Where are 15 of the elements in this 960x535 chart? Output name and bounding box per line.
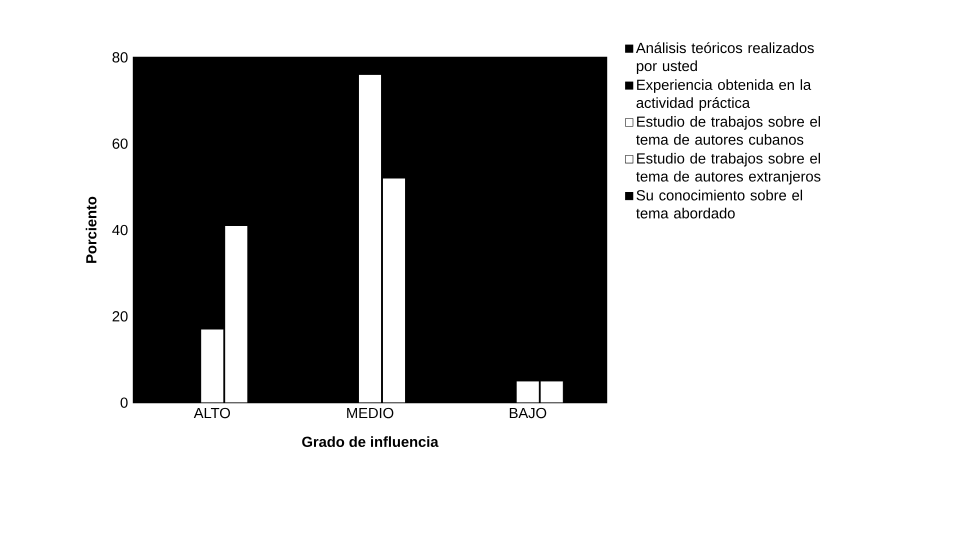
y-axis-title: Porciento (86, 196, 96, 263)
x-axis-title: Grado de influencia (302, 436, 439, 448)
y-tick-label: 40 (112, 224, 128, 236)
y-tick-label: 60 (112, 138, 128, 150)
y-tick-label: 0 (120, 398, 128, 408)
legend-label: Su conocimiento sobre el tema abordado (636, 190, 802, 219)
x-tick-label: ALTO (194, 408, 230, 418)
x-tick-label: MEDIO (347, 408, 394, 418)
legend-label: Estudio de trabajos sobre el tema de autores cubanos (636, 116, 820, 145)
legend-label: Estudio de trabajos sobre el tema de autores extranjeros (636, 153, 820, 185)
y-tick-label: 80 (112, 52, 128, 63)
legend-label: Análisis teóricos realizados por usted (636, 42, 814, 74)
y-tick-label: 20 (112, 311, 128, 322)
legend-label: Experiencia obtenida en la actividad práctica (636, 79, 812, 112)
x-tick-label: BAJO (510, 408, 546, 418)
